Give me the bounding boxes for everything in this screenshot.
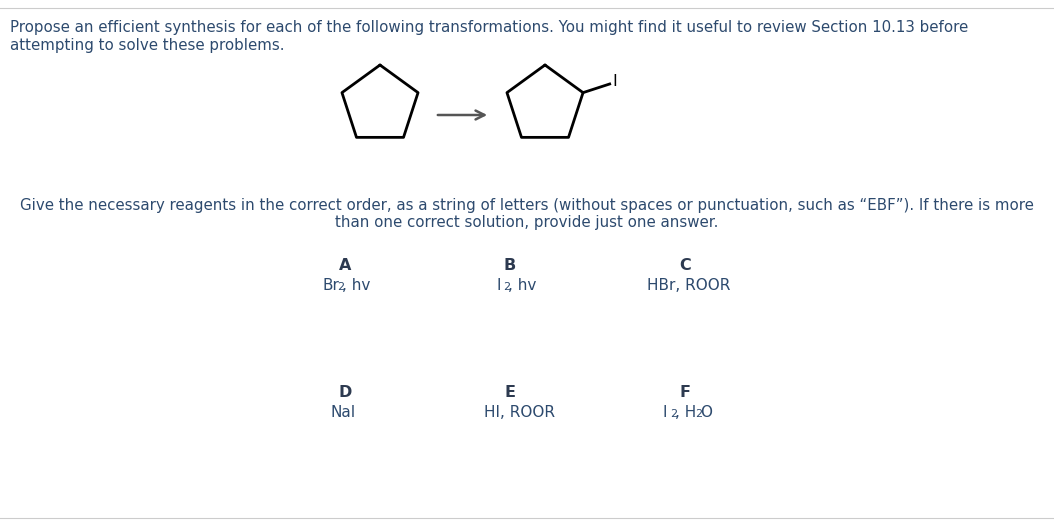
Text: A: A — [338, 258, 351, 273]
Text: Br: Br — [323, 278, 339, 293]
Text: B: B — [504, 258, 516, 273]
Text: NaI: NaI — [331, 405, 356, 420]
Text: , hv: , hv — [341, 278, 370, 293]
Text: D: D — [338, 385, 352, 400]
Text: than one correct solution, provide just one answer.: than one correct solution, provide just … — [335, 215, 719, 230]
Text: I: I — [663, 405, 667, 420]
Text: HI, ROOR: HI, ROOR — [484, 405, 555, 420]
Text: , H: , H — [675, 405, 696, 420]
Text: E: E — [505, 385, 515, 400]
Text: F: F — [680, 385, 690, 400]
Text: , hv: , hv — [508, 278, 536, 293]
Text: I: I — [496, 278, 501, 293]
Text: 2: 2 — [336, 282, 344, 292]
Text: 2: 2 — [696, 409, 702, 419]
Text: 2: 2 — [503, 282, 510, 292]
Text: 2: 2 — [670, 409, 677, 419]
Text: O: O — [700, 405, 713, 420]
Text: HBr, ROOR: HBr, ROOR — [647, 278, 730, 293]
Text: Propose an efficient synthesis for each of the following transformations. You mi: Propose an efficient synthesis for each … — [9, 20, 969, 35]
Text: I: I — [612, 75, 618, 89]
Text: Give the necessary reagents in the correct order, as a string of letters (withou: Give the necessary reagents in the corre… — [20, 198, 1034, 213]
Text: C: C — [679, 258, 690, 273]
Text: attempting to solve these problems.: attempting to solve these problems. — [9, 38, 285, 53]
